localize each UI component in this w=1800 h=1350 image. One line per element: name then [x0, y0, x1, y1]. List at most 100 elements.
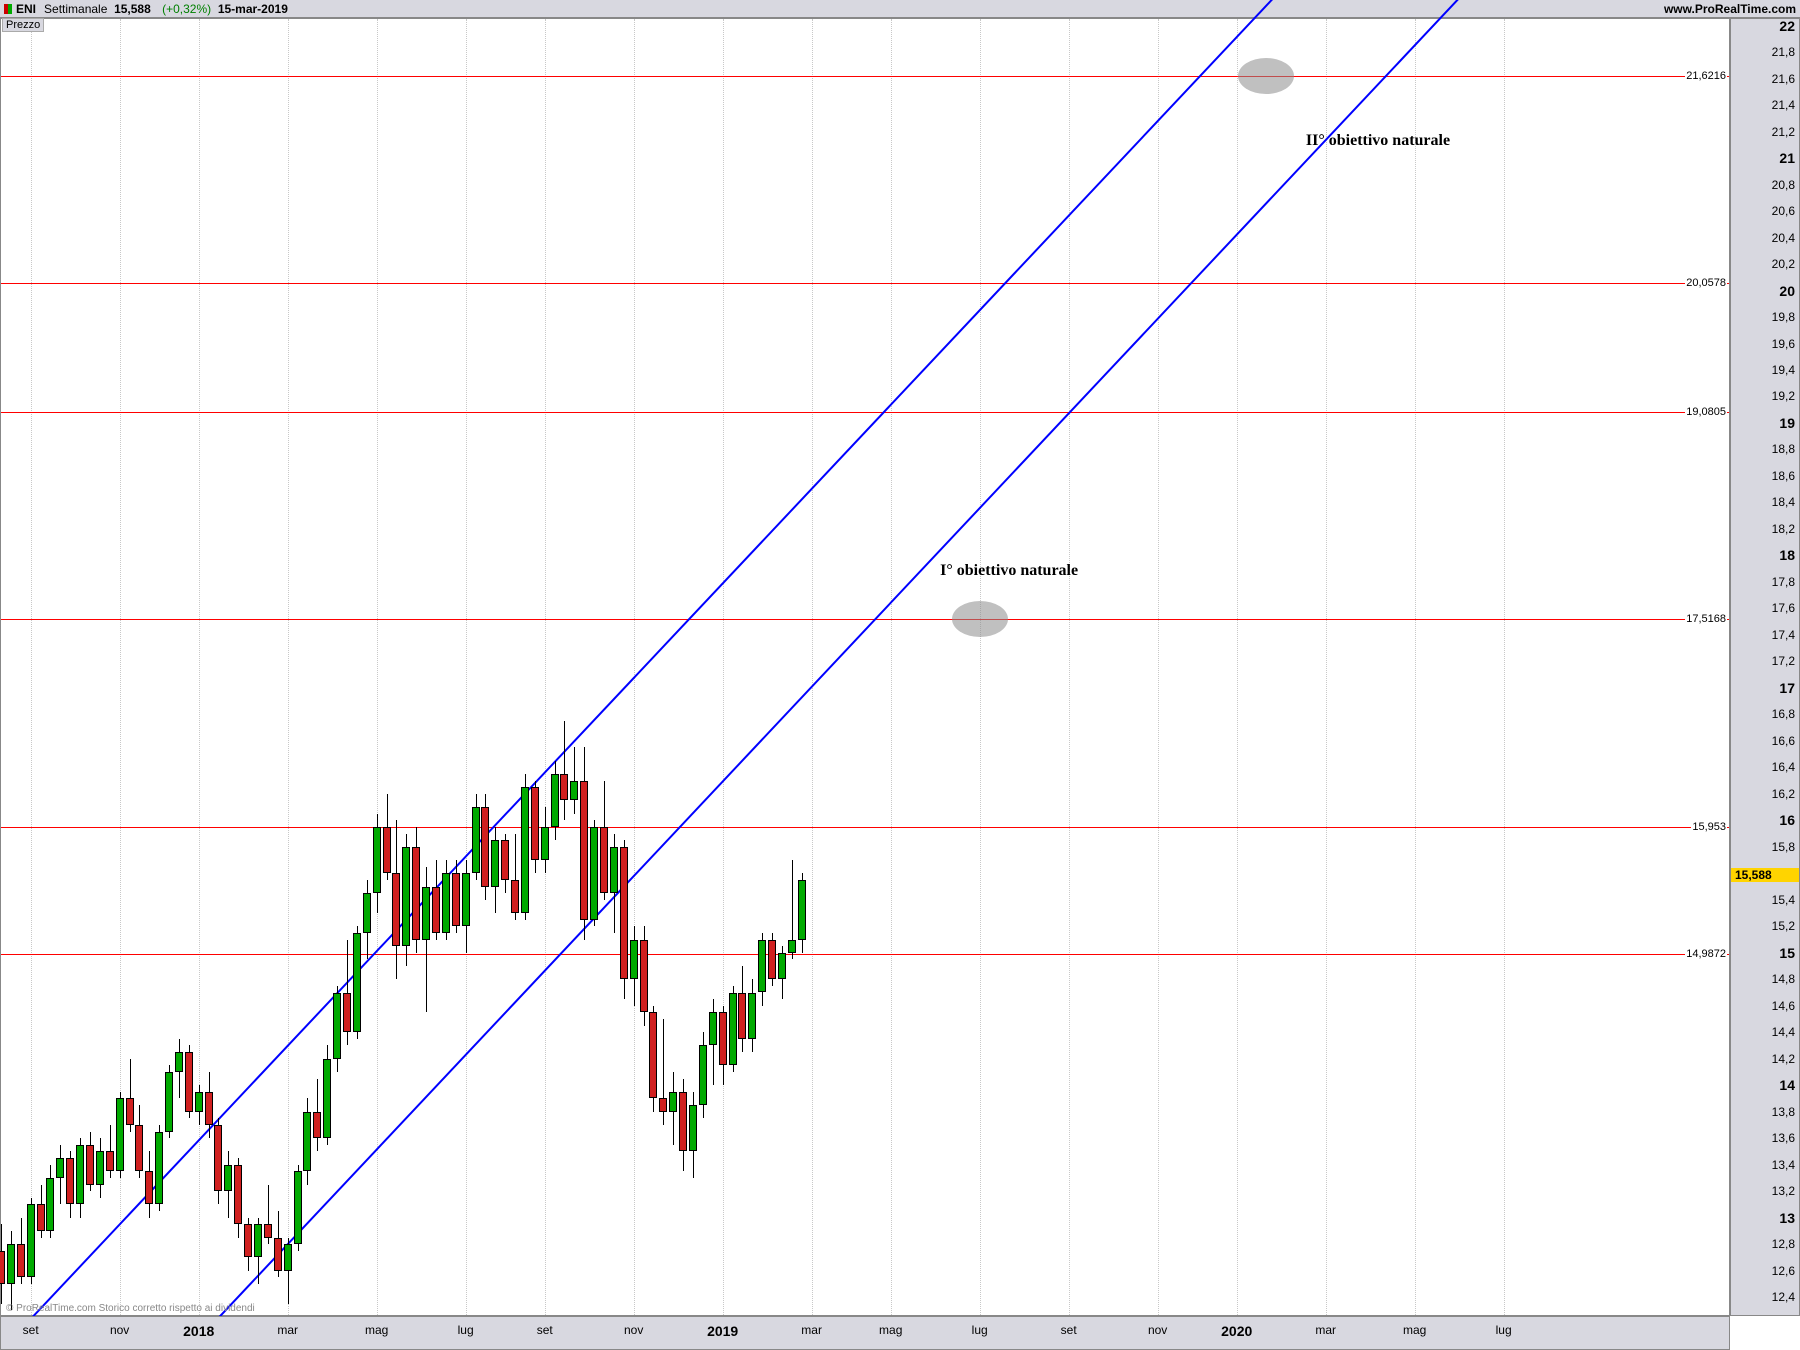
candle-body[interactable]: [472, 807, 480, 873]
candle-body[interactable]: [412, 847, 420, 940]
candle-body[interactable]: [17, 1244, 25, 1277]
candle-body[interactable]: [689, 1105, 697, 1151]
candle-body[interactable]: [699, 1045, 707, 1105]
candle-body[interactable]: [155, 1132, 163, 1205]
candle-body[interactable]: [254, 1224, 262, 1257]
candle-body[interactable]: [531, 787, 539, 860]
candle-body[interactable]: [145, 1171, 153, 1204]
candle-body[interactable]: [580, 781, 588, 920]
candle-icon: [4, 4, 12, 14]
candle-body[interactable]: [442, 873, 450, 933]
candle-body[interactable]: [126, 1098, 134, 1124]
candle-body[interactable]: [135, 1125, 143, 1171]
candle-body[interactable]: [778, 953, 786, 979]
candle-body[interactable]: [748, 993, 756, 1039]
target-ellipse[interactable]: [952, 601, 1008, 637]
candle-body[interactable]: [511, 880, 519, 913]
candle-body[interactable]: [303, 1112, 311, 1172]
candle-body[interactable]: [294, 1171, 302, 1244]
x-tick: mag: [1403, 1323, 1426, 1337]
candle-body[interactable]: [481, 807, 489, 886]
candle-body[interactable]: [333, 993, 341, 1059]
candle-body[interactable]: [56, 1158, 64, 1178]
candle-body[interactable]: [224, 1165, 232, 1191]
candle-body[interactable]: [649, 1012, 657, 1098]
candle-body[interactable]: [205, 1092, 213, 1125]
candle-body[interactable]: [620, 847, 628, 979]
candle-body[interactable]: [798, 880, 806, 940]
horizontal-line[interactable]: [1, 619, 1729, 620]
x-axis[interactable]: setnov2018marmaglugsetnov2019marmaglugse…: [0, 1316, 1730, 1350]
candle-body[interactable]: [659, 1098, 667, 1111]
candle-body[interactable]: [165, 1072, 173, 1132]
candle-body[interactable]: [86, 1145, 94, 1185]
candle-body[interactable]: [630, 940, 638, 980]
candle-body[interactable]: [0, 1251, 5, 1284]
candle-body[interactable]: [758, 940, 766, 993]
candle-body[interactable]: [679, 1092, 687, 1152]
candle-body[interactable]: [392, 873, 400, 946]
candle-body[interactable]: [27, 1204, 35, 1277]
candle-body[interactable]: [600, 827, 608, 893]
horizontal-line[interactable]: [1, 283, 1729, 284]
candle-body[interactable]: [570, 781, 578, 801]
candle-body[interactable]: [383, 827, 391, 873]
candle-body[interactable]: [402, 847, 410, 946]
candle-body[interactable]: [551, 774, 559, 827]
horizontal-line[interactable]: [1, 954, 1729, 955]
candle-body[interactable]: [175, 1052, 183, 1072]
candle-body[interactable]: [284, 1244, 292, 1270]
candle-body[interactable]: [669, 1092, 677, 1112]
candle-body[interactable]: [422, 887, 430, 940]
horizontal-line[interactable]: [1, 827, 1729, 828]
candle-body[interactable]: [76, 1145, 84, 1205]
candle-body[interactable]: [214, 1125, 222, 1191]
candle-body[interactable]: [195, 1092, 203, 1112]
candle-body[interactable]: [610, 847, 618, 893]
candle-body[interactable]: [432, 887, 440, 933]
candle-body[interactable]: [541, 827, 549, 860]
candle-body[interactable]: [244, 1224, 252, 1257]
candle-body[interactable]: [491, 840, 499, 886]
y-tick: 12,8: [1772, 1237, 1795, 1251]
annotation-text[interactable]: II° obiettivo naturale: [1306, 132, 1450, 150]
candle-body[interactable]: [788, 940, 796, 953]
candle-body[interactable]: [729, 993, 737, 1066]
horizontal-line[interactable]: [1, 76, 1729, 77]
candle-body[interactable]: [106, 1151, 114, 1171]
candle-body[interactable]: [274, 1238, 282, 1271]
annotation-text[interactable]: I° obiettivo naturale: [940, 562, 1078, 580]
candle-body[interactable]: [373, 827, 381, 893]
candle-body[interactable]: [37, 1204, 45, 1230]
candle-body[interactable]: [353, 933, 361, 1032]
candle-body[interactable]: [363, 893, 371, 933]
candle-body[interactable]: [323, 1059, 331, 1138]
candle-body[interactable]: [590, 827, 598, 920]
candle-body[interactable]: [521, 787, 529, 913]
plot-area[interactable]: 21,621620,057819,080517,516815,95314,987…: [0, 18, 1730, 1316]
candle-body[interactable]: [234, 1165, 242, 1225]
candle-body[interactable]: [66, 1158, 74, 1204]
target-ellipse[interactable]: [1238, 58, 1294, 94]
candle-body[interactable]: [46, 1178, 54, 1231]
candle-body[interactable]: [709, 1012, 717, 1045]
candle-body[interactable]: [343, 993, 351, 1033]
y-tick: 19,2: [1772, 389, 1795, 403]
trendline[interactable]: [0, 0, 1583, 1350]
candle-body[interactable]: [116, 1098, 124, 1171]
candle-body[interactable]: [738, 993, 746, 1039]
candle-body[interactable]: [768, 940, 776, 980]
candle-body[interactable]: [264, 1224, 272, 1237]
candle-body[interactable]: [313, 1112, 321, 1138]
candle-body[interactable]: [501, 840, 509, 880]
candle-body[interactable]: [185, 1052, 193, 1112]
candle-body[interactable]: [719, 1012, 727, 1065]
candle-body[interactable]: [7, 1244, 15, 1284]
horizontal-line[interactable]: [1, 412, 1729, 413]
candle-body[interactable]: [560, 774, 568, 800]
y-axis[interactable]: 12,412,612,81313,213,413,613,81414,214,4…: [1730, 18, 1800, 1316]
candle-body[interactable]: [462, 873, 470, 926]
candle-body[interactable]: [640, 940, 648, 1013]
candle-body[interactable]: [96, 1151, 104, 1184]
candle-body[interactable]: [452, 873, 460, 926]
